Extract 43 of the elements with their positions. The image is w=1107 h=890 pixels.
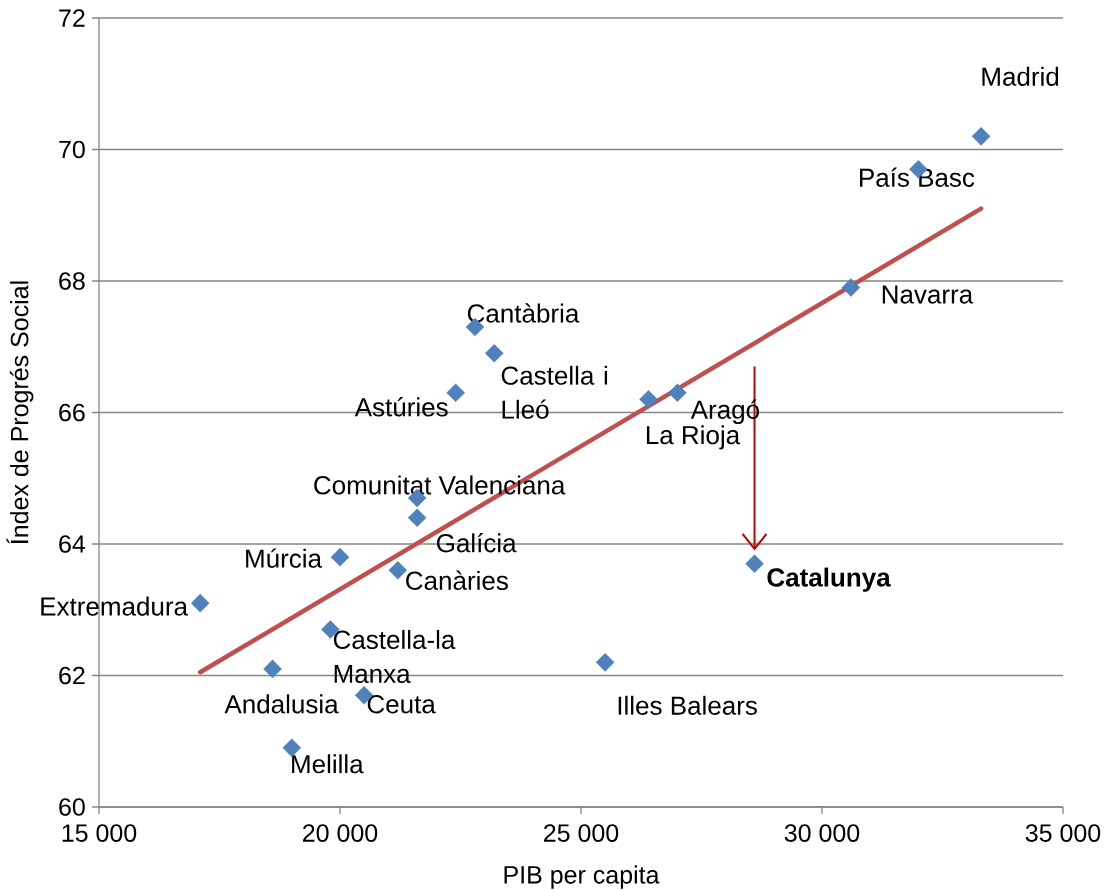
annotation: Castella-la Manxa — [333, 629, 456, 684]
x-tick-label: 30 000 — [784, 824, 860, 842]
annotation: Ceuta — [367, 695, 436, 714]
x-tick-label: 15 000 — [62, 824, 137, 842]
x-axis-title: PIB per capita — [504, 865, 660, 889]
annotation: Múrcia — [246, 548, 322, 568]
annotation: Canàries — [406, 570, 508, 590]
point — [841, 278, 861, 297]
annotation: Andalusia — [224, 694, 339, 714]
annotation: Galícia — [436, 533, 517, 553]
y-tick-label: 60 — [59, 798, 85, 816]
annotation: La Rioja — [646, 425, 741, 450]
annotation: Extremadura — [41, 596, 188, 616]
point — [407, 508, 427, 527]
point — [388, 561, 408, 580]
x-tick-label: 20 000 — [303, 824, 378, 842]
y-tick-label: 70 — [59, 140, 85, 159]
point — [639, 390, 658, 409]
y-tick-label: 62 — [59, 666, 85, 685]
y-tick-label: 64 — [59, 535, 86, 553]
y-tick-label: 68 — [59, 272, 85, 290]
point — [330, 547, 350, 567]
y-tick-label: 66 — [59, 403, 85, 422]
annotation: Cantàbria — [467, 303, 580, 323]
annotation: Navarra — [882, 285, 974, 304]
annotation: Illes Balears — [618, 695, 757, 715]
y-axis-title: Índex de Progrés Social — [6, 281, 34, 544]
annotation: Madrid — [982, 66, 1059, 86]
annotation: Melilla — [292, 754, 364, 774]
x-tick-label: 25 000 — [544, 824, 619, 842]
y-tick-label: 72 — [59, 9, 85, 27]
annotation: Castella i Lleó — [501, 365, 608, 419]
point — [668, 383, 687, 403]
annotation: Astúries — [354, 397, 448, 417]
point — [971, 127, 991, 146]
point — [485, 344, 504, 363]
point — [446, 383, 465, 403]
x-tick-label: 35 000 — [1025, 824, 1101, 842]
point — [595, 653, 615, 672]
point — [745, 554, 764, 573]
point — [263, 659, 282, 679]
annotation: Catalunya — [767, 567, 891, 592]
point — [190, 593, 210, 613]
